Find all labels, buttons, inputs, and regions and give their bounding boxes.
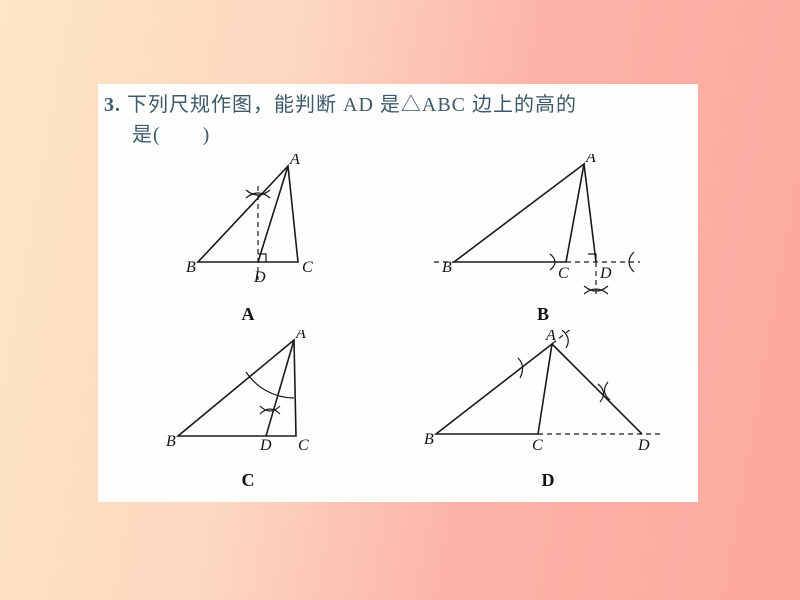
caption-c: C [242,470,255,490]
question-line2: 是( ) [132,124,210,146]
label-a: A [289,154,300,168]
label-c4: C [532,437,543,454]
caption-d: D [542,470,555,490]
label-b4: B [424,431,434,448]
label-a4: A [545,330,556,344]
label-b: B [186,259,196,276]
label-c: C [302,259,313,276]
label-a3: A [295,330,306,342]
figure-b: A B C D B [408,154,678,326]
question-line1: 下列尺规作图，能判断 AD 是△ABC 边上的高的 [127,94,577,116]
label-d3: D [259,437,272,454]
question-number: 3. [104,94,121,116]
label-b3: B [166,433,176,450]
label-d2: D [599,265,612,282]
figure-a: A B C D A [118,154,378,326]
label-c3: C [298,437,309,454]
figure-c: A B C D C [118,330,378,492]
label-a2: A [585,154,596,166]
label-c2: C [558,265,569,282]
caption-a: A [242,304,255,324]
label-b2: B [442,259,452,276]
figures-grid: A B C D A [98,154,698,500]
label-d4: D [637,437,650,454]
label-d: D [253,269,266,286]
figure-d: A B C D D [408,330,688,492]
caption-b: B [537,304,549,324]
